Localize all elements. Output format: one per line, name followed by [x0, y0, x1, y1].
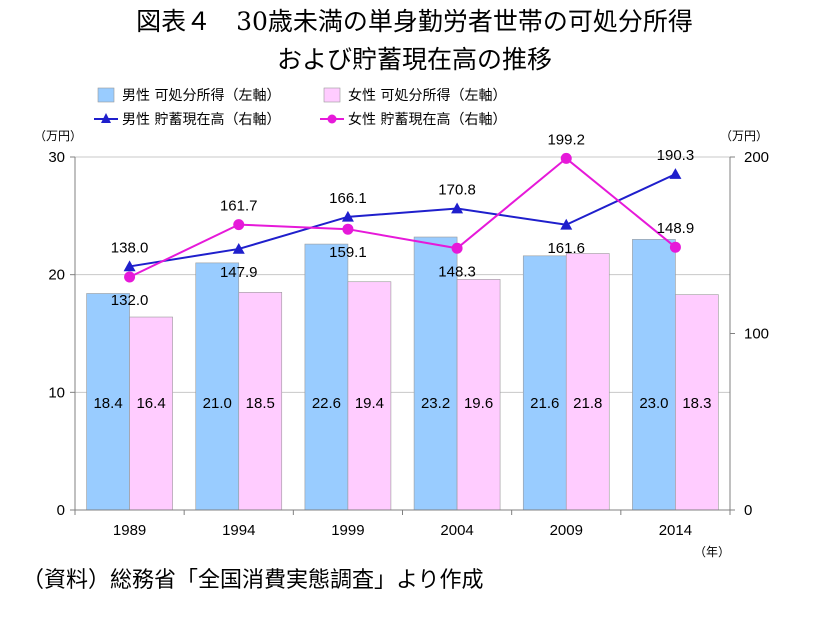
chart-title-line1: 図表４ 30歳未満の単身勤労者世帯の可処分所得 [136, 7, 693, 36]
bar-label-female-1999: 19.4 [355, 395, 384, 412]
right-tick-0: 0 [744, 502, 752, 519]
left-axis-unit: （万円） [34, 129, 82, 143]
bar-male-2014 [632, 239, 676, 511]
line-label-circle-1989: 132.0 [111, 292, 149, 309]
lines [123, 152, 682, 283]
line-label-circle-2009: 199.2 [547, 131, 585, 148]
bar-label-male-1989: 18.4 [93, 395, 122, 412]
left-tick-20: 20 [48, 267, 65, 284]
bar-female-2009 [565, 253, 610, 511]
bar-label-female-2004: 19.6 [464, 395, 493, 412]
bar-label-female-2009: 21.8 [573, 395, 602, 412]
legend-marker-triangle [101, 113, 111, 123]
marker-triangle-2014 [669, 168, 682, 179]
marker-circle-1999 [342, 223, 354, 235]
bar-female-2014 [675, 294, 719, 511]
bar-label-female-1989: 16.4 [136, 395, 165, 412]
bar-label-male-2004: 23.2 [421, 395, 450, 412]
bar-male-1999 [304, 243, 349, 511]
marker-circle-2004 [451, 242, 463, 254]
legend-label-4: 女性 貯蓄現在高（右軸） [348, 111, 506, 128]
line-label-triangle-1989: 138.0 [111, 239, 149, 256]
legend-label-1: 男性 可処分所得（左軸） [122, 87, 280, 104]
axes: 0 10 20 30 0 100 200 1989 1994 1999 2004 2009 2014 （万… [34, 129, 769, 559]
left-tick-10: 10 [48, 384, 65, 401]
source-note: （資料）総務省「全国消費実態調査」より作成 [22, 568, 484, 593]
left-tick-30: 30 [48, 149, 65, 166]
bar-label-male-2014: 23.0 [639, 395, 668, 412]
right-tick-200: 200 [744, 149, 769, 166]
gridlines [75, 156, 730, 511]
bar-label-male-1994: 21.0 [203, 395, 232, 412]
line-label-triangle-2004: 170.8 [438, 182, 476, 199]
bar-female-1989 [129, 316, 173, 511]
bar-female-1999 [347, 281, 392, 511]
line-labels: 138.0 147.9 166.1 170.8 161.6 190.3 132.0 161.7… [111, 131, 694, 309]
bar-label-female-2014: 18.3 [682, 395, 711, 412]
marker-triangle-1989 [123, 260, 136, 272]
right-tick-100: 100 [744, 326, 769, 343]
bar-label-male-2009: 21.6 [530, 395, 559, 412]
bar-female-2004 [456, 279, 501, 511]
bar-male-2004 [413, 236, 458, 511]
bar-labels: 18.4 21.0 22.6 23.2 21.6 23.0 16.4 18.5 19.4 19.6… [93, 395, 711, 412]
line-circle [129, 157, 677, 278]
line-label-triangle-1994: 147.9 [220, 264, 258, 281]
marker-triangle-1994 [232, 242, 245, 254]
line-label-circle-2004: 148.3 [438, 263, 476, 280]
legend: 男性 可処分所得（左軸） 女性 可処分所得（左軸） 男性 貯蓄現在高（右軸） 女性 貯… [94, 87, 506, 128]
legend-swatch-female-income [323, 87, 341, 103]
bar-male-1989 [86, 293, 130, 511]
bars [86, 236, 719, 511]
x-tick-2004: 2004 [440, 522, 473, 539]
line-label-circle-1999: 159.1 [329, 244, 367, 261]
marker-circle-2009 [560, 152, 572, 164]
marker-triangle-2009 [560, 218, 573, 230]
marker-triangle-1999 [341, 210, 354, 222]
legend-marker-circle [327, 114, 337, 124]
x-tick-2014: 2014 [659, 522, 692, 539]
line-label-triangle-2009: 161.6 [547, 240, 585, 257]
x-tick-2009: 2009 [550, 522, 583, 539]
marker-triangle-2004 [451, 202, 464, 214]
line-label-circle-1994: 161.7 [220, 198, 258, 215]
x-tick-1994: 1994 [222, 522, 255, 539]
x-tick-1989: 1989 [113, 522, 146, 539]
left-tick-0: 0 [57, 502, 65, 519]
marker-circle-1994 [233, 219, 245, 231]
line-label-triangle-2014: 190.3 [657, 147, 695, 164]
legend-label-3: 男性 貯蓄現在高（右軸） [122, 111, 280, 128]
chart-title-line2: および貯蓄現在高の推移 [276, 45, 552, 74]
bar-label-male-1999: 22.6 [312, 395, 341, 412]
line-triangle [129, 173, 676, 268]
x-axis-unit: （年） [694, 545, 730, 559]
x-tick-1999: 1999 [331, 522, 364, 539]
marker-circle-1989 [124, 271, 136, 283]
bar-label-female-1994: 18.5 [246, 395, 275, 412]
right-axis-unit: （万円） [720, 129, 768, 143]
legend-label-2: 女性 可処分所得（左軸） [348, 87, 506, 104]
line-label-triangle-1999: 166.1 [329, 190, 367, 207]
marker-circle-2014 [669, 241, 681, 253]
bar-male-1994 [195, 262, 240, 511]
line-label-circle-2014: 148.9 [657, 220, 695, 237]
legend-swatch-male-income [97, 87, 115, 103]
bar-male-2009 [522, 255, 567, 511]
